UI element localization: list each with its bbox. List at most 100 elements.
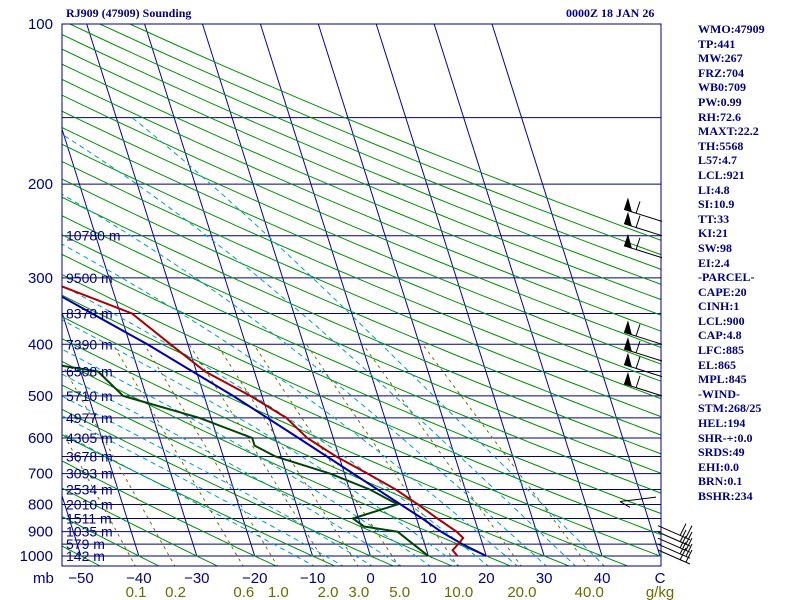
temperature-unit-label: C [655, 570, 666, 587]
temperature-tick-label: −30 [184, 570, 209, 587]
wind-barb-staff [657, 543, 691, 559]
dry-adiabat [62, 94, 661, 348]
wind-barb-feather [619, 501, 631, 508]
moist-adiabat [62, 348, 431, 566]
index-item: HEL:194 [698, 416, 746, 431]
plot-background [62, 24, 661, 566]
dry-adiabat [62, 273, 661, 536]
wind-barb-flag [624, 320, 632, 336]
wind-barb-staff [657, 531, 691, 547]
dry-adiabat [62, 460, 278, 566]
wind-barb-staff [619, 496, 657, 503]
wind-barb-staff [657, 525, 691, 541]
index-item: CAP:4.8 [698, 328, 742, 343]
pressure-tick-label: 500 [28, 388, 53, 405]
height-label: 9500 m [66, 270, 113, 286]
height-label: 4977 m [66, 410, 113, 426]
dry-adiabat [62, 294, 661, 557]
index-item: PW:0.99 [698, 94, 742, 109]
isotherm-line [375, 24, 545, 557]
isotherm-line [86, 24, 256, 557]
dry-adiabat [62, 126, 661, 382]
height-label: 2534 m [66, 482, 113, 498]
mixing-ratio-line [188, 344, 328, 566]
index-item: MPL:845 [698, 372, 747, 387]
wind-barb-feather [679, 547, 687, 561]
wind-barb [657, 547, 693, 565]
wind-barb [623, 233, 663, 259]
index-item: BRN:0.1 [698, 474, 743, 489]
wind-barb-flag [624, 337, 632, 353]
wind-barb [657, 541, 693, 559]
temperature-tick-label: −40 [126, 570, 151, 587]
height-label: 5710 m [66, 388, 113, 404]
height-label: 10780 m [66, 228, 120, 244]
wind-barb [623, 352, 663, 378]
dry-adiabat [62, 110, 661, 365]
moist-adiabat [62, 319, 460, 566]
index-item: LCL:900 [698, 313, 745, 328]
height-label: 1511 m [66, 510, 112, 526]
dry-adiabat [62, 338, 571, 566]
index-item: -PARCEL- [698, 270, 755, 285]
index-item: BSHR:234 [698, 489, 753, 503]
pressure-tick-label: 800 [28, 496, 53, 513]
wind-barb-flag [624, 233, 632, 249]
stability-indices-panel: WMO:47909 TP:441 MW:267 FRZ:704 WB0:709 PW:0.… [698, 22, 798, 504]
dry-adiabat [62, 33, 661, 285]
chart-title: RJ909 (47909) Sounding [66, 6, 192, 20]
height-label: 579 m [66, 536, 105, 552]
isotherm-line [317, 24, 487, 557]
mixing-ratio-line [143, 344, 279, 566]
temperature-tick-label: −10 [300, 570, 325, 587]
dry-adiabat [62, 253, 661, 515]
wind-barb-feather [679, 541, 687, 555]
mixing-ratio-tick-label: 1.0 [268, 584, 289, 600]
isotherm-line [144, 24, 314, 557]
temperature-tick-label: −20 [242, 570, 267, 587]
wind-barb-flag [624, 197, 632, 213]
index-item: SRDS:49 [698, 445, 745, 460]
moist-adiabat [62, 373, 402, 566]
pressure-tick-label: 100 [28, 16, 53, 33]
height-label: 6508 m [66, 364, 113, 380]
index-item: WB0:709 [698, 80, 746, 95]
dry-adiabat [62, 360, 512, 566]
temperature-tick-label: 20 [478, 570, 495, 587]
dry-adiabat [62, 515, 160, 566]
temperature-tick-label: 0 [366, 570, 374, 587]
index-item: EL:865 [698, 357, 737, 372]
index-item: SHR-+:0.0 [698, 430, 753, 445]
height-label: 2010 m [66, 496, 113, 512]
wind-barb-feather [685, 549, 693, 563]
wind-barb-feather [679, 529, 687, 543]
index-item: SI:10.9 [698, 197, 735, 212]
wind-barb-flag [624, 352, 632, 368]
mixing-ratio-line [422, 343, 589, 566]
index-item: -WIND- [698, 386, 740, 401]
mixing-ratio-tick-label: 20.0 [507, 584, 536, 600]
wind-barb-flag [624, 371, 632, 387]
height-label: 7390 m [66, 336, 113, 352]
dry-adiabat [62, 234, 661, 494]
mixing-ratio-line [306, 344, 459, 566]
wind-barb [657, 529, 693, 547]
pressure-tick-label: 700 [28, 466, 53, 483]
temperature-tick-label: 30 [536, 570, 553, 587]
isotherm-line [0, 24, 23, 556]
index-item: LCL:921 [698, 167, 745, 182]
dry-adiabat [62, 487, 219, 566]
wind-barb-feather [635, 375, 641, 389]
dry-adiabat [62, 63, 661, 316]
wind-barb-feather [685, 531, 693, 545]
height-label: 8378 m [66, 305, 113, 321]
isotherm-line [62, 127, 198, 557]
wind-barb-feather [635, 356, 641, 369]
height-label: 142 m [66, 548, 105, 564]
temperature-trace [62, 285, 465, 557]
dry-adiabat [62, 78, 661, 332]
mixing-ratio-line [112, 344, 244, 566]
pressure-tick-label: 600 [28, 430, 53, 447]
index-item: MW:267 [698, 51, 743, 66]
index-item: KI:21 [698, 226, 728, 241]
